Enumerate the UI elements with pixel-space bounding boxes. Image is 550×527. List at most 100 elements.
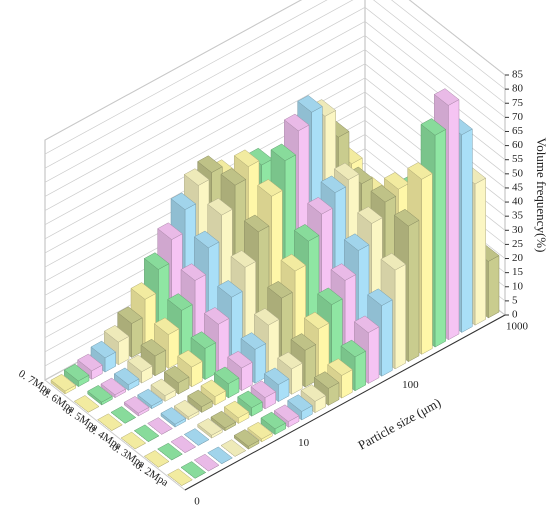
bar-top — [420, 118, 447, 136]
bar-top — [287, 394, 313, 412]
bar-front — [268, 318, 280, 377]
bar-top — [343, 233, 370, 251]
bar-top — [77, 353, 103, 372]
grid-line — [44, 21, 506, 197]
y-tick-label: 40 — [512, 196, 524, 208]
bar-front — [461, 128, 473, 333]
bar-top — [303, 311, 330, 330]
bar-front — [381, 299, 393, 377]
bar — [260, 411, 287, 436]
bar-top — [160, 407, 187, 425]
bar-top — [250, 380, 277, 398]
bar-top — [90, 340, 117, 359]
grid-line — [44, 0, 506, 169]
bar-top — [227, 350, 253, 369]
y-axis-label: Volume frequency(%) — [534, 138, 549, 253]
bar — [180, 461, 207, 479]
bar-top — [357, 206, 383, 224]
bar-top — [320, 175, 347, 194]
bar-top — [370, 185, 397, 203]
bar-top — [230, 250, 257, 268]
bar-top — [273, 404, 300, 422]
bar-front — [318, 322, 330, 381]
bar-front — [394, 263, 406, 370]
bar-top — [150, 378, 177, 397]
bar-front — [168, 328, 180, 369]
bar-top — [117, 306, 143, 324]
bar-top — [50, 373, 77, 392]
bar — [207, 446, 233, 465]
bar-front — [204, 342, 216, 380]
x-tick-label: 1000 — [506, 321, 529, 333]
bar-top — [180, 461, 207, 479]
bar-top — [183, 168, 210, 186]
bar — [223, 400, 250, 425]
bar-top — [163, 365, 190, 384]
x-axis-label: Particle size (μm) — [355, 395, 443, 453]
x-tick-label: 0 — [194, 496, 200, 508]
bar-top — [313, 371, 340, 389]
y-tick-label: 25 — [512, 238, 524, 250]
bar-top — [200, 379, 227, 398]
bar-top — [340, 339, 367, 358]
y-tick-label: 35 — [512, 210, 524, 222]
bar-top — [143, 252, 170, 270]
bar-top — [140, 338, 167, 357]
bar-top — [210, 410, 237, 429]
bar-top — [197, 418, 223, 436]
bar-top — [233, 149, 260, 167]
bar-top — [237, 390, 263, 409]
y-tick-label: 55 — [512, 153, 524, 165]
bar-top — [110, 406, 137, 424]
y-tick-label: 0 — [512, 309, 518, 321]
bar-front — [408, 219, 420, 363]
bar-top — [153, 317, 180, 335]
bar-top — [433, 88, 460, 106]
y-tick-label: 30 — [512, 224, 524, 236]
bar — [210, 410, 237, 432]
bar-front — [304, 344, 316, 388]
bar-top — [267, 281, 293, 299]
bar-front — [474, 177, 486, 326]
bar — [50, 373, 77, 395]
bar — [160, 407, 187, 428]
bar — [100, 377, 127, 399]
y-tick-label: 45 — [512, 181, 524, 193]
bar — [137, 388, 163, 410]
bar-top — [247, 421, 273, 440]
bar-top — [283, 113, 310, 132]
bar-top — [217, 280, 243, 298]
bar-top — [330, 263, 357, 281]
bar — [167, 468, 193, 486]
bar-top — [127, 354, 153, 373]
x-axis — [184, 314, 506, 491]
bar-top — [167, 293, 193, 311]
bar-top — [280, 253, 307, 272]
bar-top — [207, 446, 233, 465]
bar-top — [87, 385, 113, 403]
bar-top — [97, 413, 123, 431]
grid-line — [44, 0, 506, 141]
bar-top — [147, 417, 173, 435]
bar-top — [367, 288, 393, 306]
y-tick-label: 70 — [512, 111, 524, 123]
bar-top — [293, 224, 320, 242]
bar-top — [263, 367, 290, 386]
bar-top — [383, 172, 410, 190]
bar — [147, 417, 173, 435]
bar — [123, 396, 150, 417]
bar-top — [197, 155, 223, 173]
bar-top — [317, 287, 343, 306]
bar-top — [177, 349, 203, 368]
bar — [170, 435, 197, 453]
bar-top — [170, 435, 197, 453]
bar-top — [260, 411, 287, 430]
y-tick-label: 50 — [512, 167, 524, 179]
bar — [133, 424, 160, 442]
grid-line — [44, 6, 506, 183]
bar-top — [157, 222, 183, 240]
bar-top — [327, 358, 353, 376]
bar-front — [254, 343, 266, 384]
bar-top — [137, 388, 163, 407]
